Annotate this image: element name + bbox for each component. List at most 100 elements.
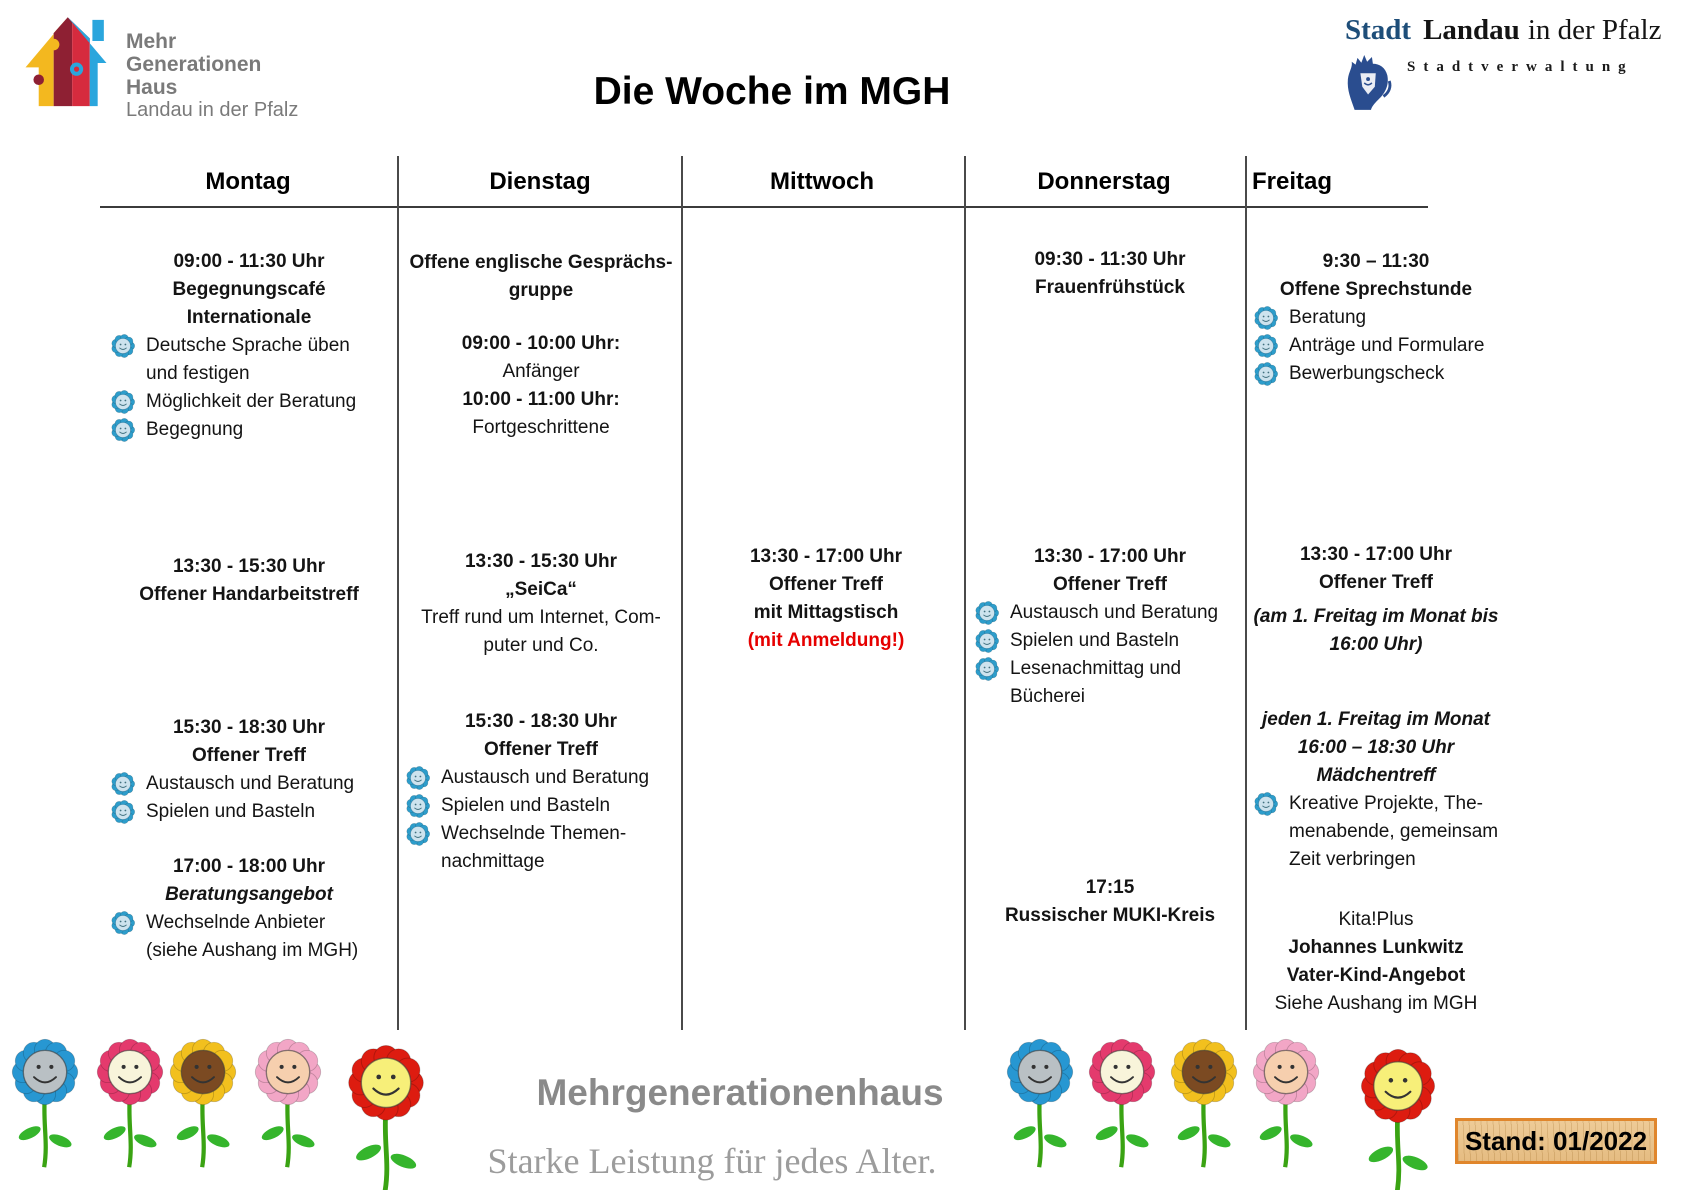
- bullet-item: Bewerbungscheck: [1251, 360, 1501, 388]
- mgh-logo: Mehr Generationen Haus Landau in der Pfa…: [22, 14, 298, 122]
- flower-bullet-icon: [111, 334, 135, 358]
- event-title: Vater-Kind-Angebot: [1286, 965, 1466, 986]
- event-block: 9:30 – 11:30 Offene Sprechstunde Beratung…: [1251, 248, 1501, 388]
- bullet-item: Spielen und Basteln: [403, 792, 679, 820]
- bullet-text: Bewerbungscheck: [1289, 363, 1445, 384]
- bullet-item: Wechselnde Themen- nachmittage: [403, 820, 679, 876]
- event-block: 09:00 - 10:00 Uhr: Anfänger 10:00 - 11:00 …: [403, 330, 679, 442]
- flower-icon: [1079, 1038, 1165, 1174]
- event-text: Kita!Plus: [1338, 909, 1414, 930]
- stadt-logo-subrow: Stadtverwaltung: [1345, 50, 1661, 112]
- flower-bullet-icon: [1254, 306, 1278, 330]
- event-text: Anfänger: [502, 361, 580, 382]
- flower-icon: [1350, 1048, 1446, 1190]
- event-title: Frauenfrühstück: [1035, 277, 1185, 298]
- event-block: 13:30 - 15:30 Uhr Offener Handarbeitstref…: [108, 553, 390, 609]
- bullet-text: Spielen und Basteln: [146, 801, 316, 822]
- bullet-item: Anträge und Formulare: [1251, 332, 1501, 360]
- mgh-logo-line-1: Mehr: [126, 30, 177, 53]
- event-time: 17:15: [1085, 877, 1135, 898]
- event-title: Begegnungscafé: [172, 279, 326, 300]
- bullet-text: Austausch und Beratung: [146, 773, 355, 794]
- event-text: Siehe Aushang im MGH: [1274, 993, 1478, 1014]
- day-header-freitag: Freitag: [1251, 168, 1333, 195]
- flower-bullet-icon: [111, 772, 135, 796]
- event-title: Offene Sprechstunde: [1279, 279, 1473, 300]
- bullet-text: Spielen und Basteln: [1010, 630, 1180, 651]
- schedule-column-mittwoch: 13:30 - 17:00 Uhr Offener Treff mit Mittag…: [688, 140, 964, 1035]
- stadt-word: Stadt: [1345, 14, 1412, 46]
- column-divider-2: [681, 156, 683, 1030]
- day-header-dienstag: Dienstag: [489, 168, 591, 195]
- event-text: Fortgeschrittene: [472, 417, 610, 438]
- flower-icon: [997, 1038, 1083, 1174]
- event-note: jeden 1. Freitag im Monat: [1261, 709, 1491, 730]
- stadtverwaltung-label: Stadtverwaltung: [1407, 59, 1634, 75]
- stadt-landau-logo: Stadt Landau in der Pfalz Stadtverwaltung: [1345, 14, 1661, 112]
- event-title: Johannes Lunkwitz: [1288, 937, 1464, 958]
- event-title: Offener Treff: [191, 745, 307, 766]
- schedule-column-donnerstag: 09:30 - 11:30 Uhr Frauenfrühstück 13:30 - …: [972, 140, 1248, 1035]
- stand-date-text: Stand: 01/2022: [1464, 1125, 1648, 1156]
- flower-icon: [87, 1038, 173, 1174]
- bullet-item: Spielen und Basteln: [972, 627, 1248, 655]
- landau-word: Landau: [1423, 14, 1520, 46]
- flower-bullet-icon: [111, 418, 135, 442]
- footer-slogan-text: Starke Leistung für jedes Alter.: [487, 1141, 937, 1181]
- flower-icon: [1243, 1038, 1329, 1174]
- event-text: Treff rund um Internet, Com- puter und C…: [421, 607, 661, 656]
- event-block: 13:30 - 17:00 Uhr Offener Treff (am 1. Fre…: [1251, 541, 1501, 659]
- event-block: 09:00 - 11:30 Uhr Begegnungscafé Internati…: [108, 248, 390, 444]
- bullet-text: Anträge und Formulare: [1289, 335, 1485, 356]
- bullet-text: Austausch und Beratung: [1010, 602, 1219, 623]
- event-block: 17:00 - 18:00 Uhr Beratungsangebot Wechse…: [108, 853, 390, 965]
- day-header-mittwoch: Mittwoch: [770, 168, 874, 195]
- flower-icon: [160, 1038, 246, 1174]
- bullet-item: Kreative Projekte, The- menabende, gemei…: [1251, 790, 1501, 874]
- event-warning: (mit Anmeldung!): [747, 630, 905, 651]
- event-block: Kita!Plus Johannes Lunkwitz Vater-Kind-Ang…: [1251, 906, 1501, 1018]
- column-divider-3: [964, 156, 966, 1030]
- event-block: jeden 1. Freitag im Monat 16:00 – 18:30 U…: [1251, 706, 1501, 874]
- event-title: Offener Treff: [483, 739, 599, 760]
- stand-date-badge: Stand: 01/2022: [1455, 1118, 1657, 1164]
- stadt-logo-wordmark: Stadt Landau in der Pfalz: [1345, 14, 1661, 47]
- mgh-logo-text: Mehr Generationen Haus Landau in der Pfa…: [126, 30, 298, 122]
- event-block: 13:30 - 15:30 Uhr „SeiCa“ Treff rund um In…: [403, 548, 679, 660]
- event-time: 13:30 - 17:00 Uhr: [749, 546, 903, 567]
- event-time: 13:30 - 17:00 Uhr: [1299, 544, 1453, 565]
- schedule-column-montag: 09:00 - 11:30 Uhr Begegnungscafé Internati…: [108, 140, 390, 1035]
- bullet-item: Beratung: [1251, 304, 1501, 332]
- bullet-item: Spielen und Basteln: [108, 798, 390, 826]
- flower-icon: [245, 1038, 331, 1174]
- bullet-text: Austausch und Beratung: [441, 767, 650, 788]
- bullet-text: Lesenachmittag und Bücherei: [1010, 658, 1182, 707]
- event-time: 10:00 - 11:00 Uhr:: [462, 389, 620, 410]
- schedule-column-dienstag: Offene englische Gesprächs- gruppe 09:00 …: [403, 140, 679, 1035]
- bullet-item: Lesenachmittag und Bücherei: [972, 655, 1248, 711]
- flower-bullet-icon: [111, 390, 135, 414]
- event-time: 13:30 - 17:00 Uhr: [1033, 546, 1187, 567]
- day-header-montag: Montag: [205, 168, 291, 195]
- flower-bullet-icon: [1254, 334, 1278, 358]
- flower-bullet-icon: [406, 822, 430, 846]
- flower-icon: [337, 1044, 435, 1190]
- event-title: Offener Treff: [1318, 572, 1434, 593]
- bullet-text: Beratung: [1289, 307, 1367, 328]
- bullet-text: Begegnung: [146, 419, 244, 440]
- bullet-text: Kreative Projekte, The- menabende, gemei…: [1289, 793, 1499, 870]
- bullet-item: Austausch und Beratung: [972, 599, 1248, 627]
- weekly-schedule-table: Montag Dienstag Mittwoch Donnerstag Freitag 0…: [100, 140, 1500, 1035]
- event-title: „SeiCa“: [505, 579, 577, 600]
- bullet-item: Austausch und Beratung: [108, 770, 390, 798]
- event-title: Offene englische Gesprächs- gruppe: [409, 252, 673, 301]
- bullet-item: Begegnung: [108, 416, 390, 444]
- bullet-text: Wechselnde Anbieter (siehe Aushang im MG…: [146, 912, 359, 961]
- event-title: Russischer MUKI-Kreis: [1004, 905, 1216, 926]
- event-title: mit Mittagstisch: [753, 602, 899, 623]
- event-time: 17:00 - 18:00 Uhr: [172, 856, 326, 877]
- footer-brand-text: Mehrgenerationenhaus: [536, 1072, 944, 1113]
- event-note: Mädchentreff: [1316, 765, 1436, 786]
- event-block: 09:30 - 11:30 Uhr Frauenfrühstück: [972, 246, 1248, 302]
